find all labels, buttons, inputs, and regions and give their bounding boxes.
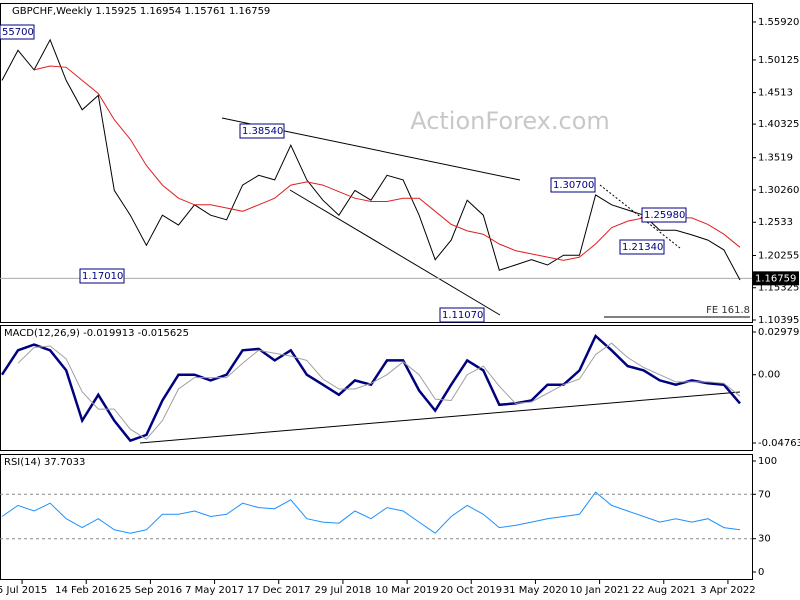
last-price-label: 1.16759 <box>755 273 796 284</box>
x-tick-label: 25 Sep 2016 <box>119 585 182 596</box>
annotation: 1.17010 <box>82 271 123 282</box>
y-tick-label: 1.15325 <box>758 283 799 294</box>
y-tick-label: 70 <box>758 489 771 500</box>
macd-trend-line <box>139 391 741 444</box>
last-price-box <box>752 271 799 286</box>
annotation: FE 161.8 <box>706 305 750 316</box>
x-tick-label: 31 May 2020 <box>503 585 568 596</box>
panel-border <box>0 3 753 323</box>
x-tick-label: 10 Jan 2021 <box>570 585 630 596</box>
annotation-box <box>79 268 125 284</box>
series-line <box>17 342 741 440</box>
y-tick-label: 30 <box>758 534 771 545</box>
y-tick-label: 0 <box>758 567 764 578</box>
annotation: 1.30700 <box>553 180 594 191</box>
annotation-box <box>550 177 596 193</box>
y-tick-label: 1.2533 <box>758 217 793 228</box>
y-tick-label: 1.30260 <box>758 185 799 196</box>
panel-border <box>0 325 753 451</box>
annotation: 1.11070 <box>442 310 483 321</box>
series-line <box>33 65 741 261</box>
annotation-box <box>0 24 35 40</box>
series-line <box>0 333 741 443</box>
y-tick-label: -0.047637 <box>758 438 800 449</box>
annotation: 1.25980 <box>644 210 685 221</box>
y-tick-label: 1.20255 <box>758 250 799 261</box>
x-tick-label: 5 Jul 2015 <box>0 585 47 596</box>
y-tick-label: 1.3519 <box>758 153 793 164</box>
y-tick-label: 0.00 <box>758 370 780 381</box>
trend-line <box>599 184 681 249</box>
annotation-box <box>641 207 687 223</box>
panel-title: MACD(12,26,9) -0.019913 -0.015625 <box>4 328 189 339</box>
x-tick-label: 22 Aug 2021 <box>632 585 696 596</box>
panel-title: RSI(14) 37.7033 <box>4 457 85 468</box>
x-tick-label: 3 Apr 2022 <box>700 585 755 596</box>
annotation-box <box>439 307 485 323</box>
annotation-box <box>239 123 285 139</box>
y-tick-label: 100 <box>758 456 777 467</box>
series-line <box>1 491 741 534</box>
y-tick-label: 1.4513 <box>758 88 793 99</box>
annotation: 55700 <box>2 27 34 38</box>
annotation: 1.38540 <box>242 126 283 137</box>
y-tick-label: 1.10395 <box>758 315 799 326</box>
x-tick-label: 20 Oct 2019 <box>440 585 502 596</box>
trend-line <box>289 189 501 316</box>
y-tick-label: 1.55920 <box>758 17 799 28</box>
panel-border <box>0 454 753 580</box>
y-tick-label: 0.029798 <box>758 327 800 338</box>
y-tick-label: 1.40325 <box>758 119 799 130</box>
watermark: ActionForex.com <box>410 107 610 135</box>
x-tick-label: 14 Feb 2016 <box>55 585 117 596</box>
x-tick-label: 17 Dec 2017 <box>247 585 311 596</box>
x-tick-label: 7 May 2017 <box>185 585 244 596</box>
annotation-box <box>619 239 665 255</box>
x-tick-label: 10 Mar 2019 <box>375 585 438 596</box>
y-tick-label: 1.50125 <box>758 55 799 66</box>
chart-title: GBPCHF,Weekly 1.15925 1.16954 1.15761 1.… <box>12 6 270 17</box>
x-tick-label: 29 Jul 2018 <box>315 585 372 596</box>
series-line <box>1 38 741 281</box>
annotation: 1.21340 <box>622 242 663 253</box>
